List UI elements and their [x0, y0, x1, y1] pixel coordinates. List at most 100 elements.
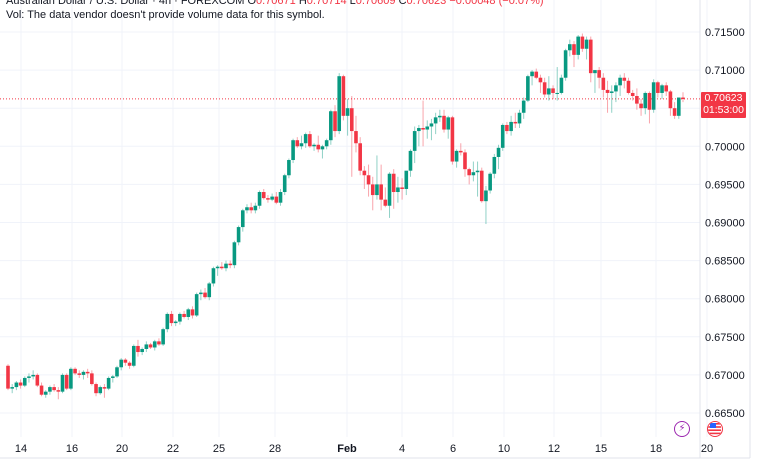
- candle-body: [651, 82, 656, 110]
- candle-body: [484, 190, 488, 202]
- candle-body: [194, 294, 199, 316]
- candle-body: [421, 128, 425, 130]
- candle-body: [282, 175, 287, 193]
- time-tick-label: 25: [213, 443, 225, 455]
- last-price-value: 0.70623: [704, 91, 743, 104]
- candle-body: [417, 128, 421, 132]
- candle-body: [542, 82, 547, 95]
- candle-body: [605, 89, 610, 93]
- candle-body: [412, 131, 417, 151]
- time-tick-label: 6: [450, 443, 456, 455]
- candle-body: [475, 170, 480, 173]
- candle-body: [446, 117, 451, 130]
- candle-body: [425, 126, 430, 130]
- candle-body: [630, 92, 635, 97]
- candle-body: [39, 385, 44, 395]
- candle-body: [157, 341, 161, 345]
- candle-body: [253, 205, 258, 211]
- candle-body: [534, 71, 539, 78]
- candle-body: [408, 150, 413, 171]
- price-tick-label: 0.68500: [705, 256, 745, 268]
- candle-body: [60, 374, 65, 392]
- candle-body: [211, 268, 216, 284]
- candle-body: [597, 70, 601, 78]
- candle-body: [119, 359, 123, 368]
- candle-body: [471, 172, 476, 176]
- candle-body: [312, 144, 316, 147]
- candle-body: [236, 227, 241, 243]
- candle-body: [299, 143, 304, 147]
- candle-body: [681, 97, 685, 100]
- candle-body: [106, 377, 111, 389]
- candle-body: [660, 85, 664, 93]
- candle-body: [509, 121, 513, 132]
- candle-body: [375, 184, 379, 196]
- candle-body: [178, 313, 182, 322]
- open-label: O: [247, 0, 257, 7]
- lightning-icon[interactable]: ⚡: [674, 421, 690, 437]
- bar-countdown: 01:53:00: [703, 104, 744, 117]
- price-tick-label: 0.67000: [705, 370, 745, 382]
- candle-body: [320, 146, 325, 150]
- candle-body: [488, 173, 492, 191]
- candle-body: [513, 121, 518, 124]
- candle-body: [148, 344, 153, 348]
- candle-body: [182, 313, 186, 317]
- price-tick-label: 0.69000: [705, 218, 745, 230]
- candle-body: [387, 173, 392, 206]
- candle-body: [69, 368, 73, 389]
- price-tick-label: 0.68000: [705, 294, 745, 306]
- candle-body: [664, 85, 669, 92]
- candle-body: [249, 207, 253, 211]
- close-value: 0.70623: [406, 0, 447, 7]
- candle-body: [559, 77, 564, 93]
- time-tick-label: 10: [498, 443, 510, 455]
- price-tick-label: 0.69500: [705, 179, 745, 191]
- candle-body: [94, 384, 98, 394]
- candle-body: [500, 124, 505, 148]
- candle-body: [52, 387, 56, 391]
- candle-body: [43, 391, 48, 395]
- candle-body: [81, 371, 86, 375]
- candle-body: [140, 348, 144, 353]
- candle-body: [354, 131, 358, 144]
- candle-body: [463, 152, 467, 170]
- candle-body: [131, 345, 136, 366]
- symbol-description[interactable]: Australian Dollar / U.S. Dollar · 4h · F…: [6, 0, 245, 7]
- price-tick-label: 0.66500: [705, 408, 745, 420]
- candle-body: [98, 387, 103, 394]
- candle-body: [538, 77, 543, 83]
- candle-body: [609, 91, 614, 93]
- candle-body: [220, 266, 224, 269]
- candle-body: [568, 44, 572, 51]
- candle-body: [337, 76, 342, 132]
- candle-body: [22, 377, 27, 386]
- candle-body: [14, 382, 19, 388]
- candle-body: [584, 39, 589, 49]
- candle-body: [450, 117, 455, 162]
- candle-body: [73, 368, 77, 374]
- candle-body: [639, 103, 643, 109]
- close-label: C: [398, 0, 407, 7]
- time-tick-label: 4: [399, 443, 405, 455]
- candle-body: [240, 210, 245, 228]
- candle-body: [111, 376, 115, 378]
- candle-body: [563, 50, 568, 78]
- candle-body: [10, 387, 14, 389]
- price-tick-label: 0.67500: [705, 332, 745, 344]
- candle-body: [77, 373, 82, 375]
- time-tick-label: 20: [701, 443, 713, 455]
- candle-body: [35, 374, 40, 386]
- candle-body: [303, 134, 308, 144]
- candle-body: [576, 36, 580, 55]
- candle-body: [232, 242, 237, 266]
- time-tick-label: 16: [66, 443, 78, 455]
- candle-body: [31, 374, 35, 377]
- low-label: L: [349, 0, 356, 7]
- us-flag-icon[interactable]: [707, 421, 723, 437]
- candle-body: [173, 321, 178, 324]
- candle-body: [90, 373, 94, 385]
- candle-body: [614, 85, 618, 92]
- candle-body: [228, 263, 233, 266]
